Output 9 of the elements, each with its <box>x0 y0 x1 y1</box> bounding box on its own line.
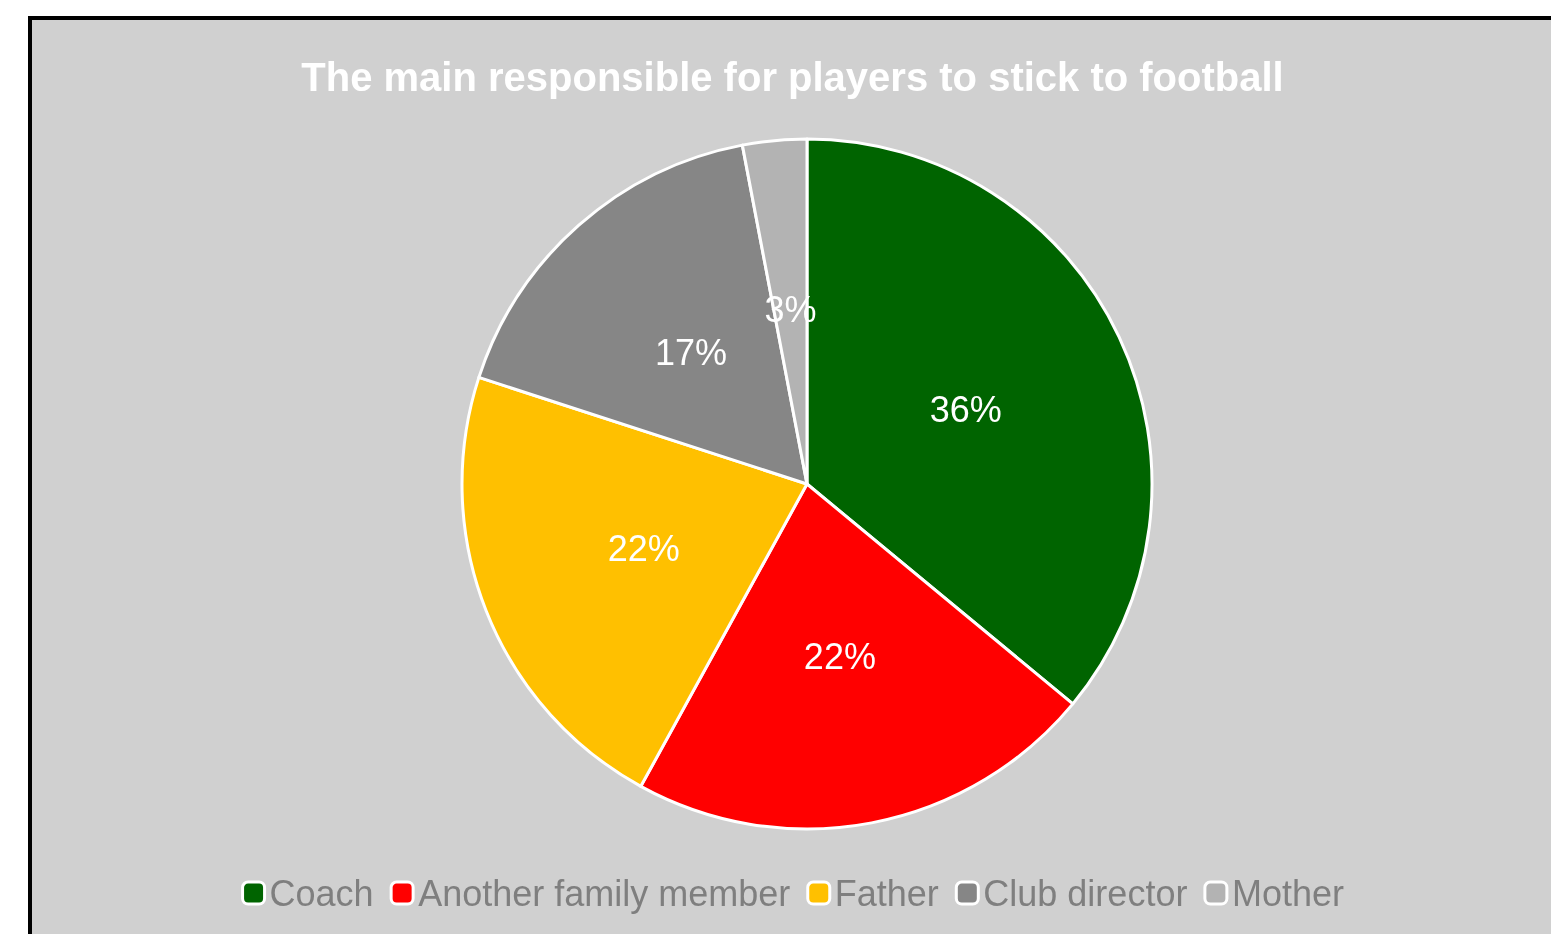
data-label: 36% <box>929 388 1002 430</box>
legend-label: Club director <box>983 872 1188 914</box>
data-label: 22% <box>803 635 876 677</box>
data-label: 17% <box>654 331 727 373</box>
legend-label: Another family member <box>418 872 791 914</box>
legend-label: Mother <box>1231 872 1344 914</box>
data-label: 22% <box>607 528 680 570</box>
legend-label: Coach <box>269 872 374 914</box>
legend-label: Father <box>834 872 939 914</box>
